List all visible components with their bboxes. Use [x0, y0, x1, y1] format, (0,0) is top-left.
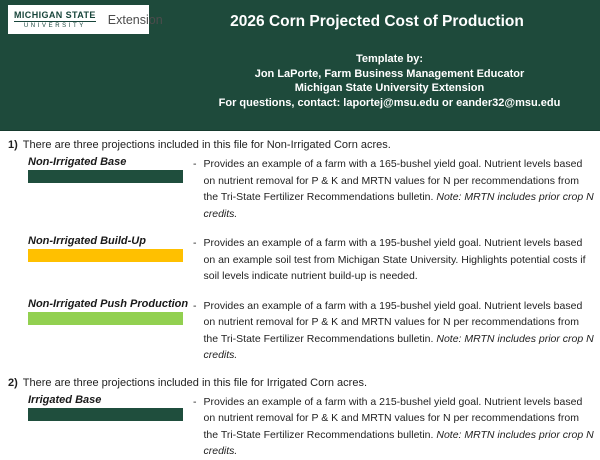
section-2-intro-text: There are three projections included in …	[22, 376, 368, 389]
credits-block: Template by: Jon LaPorte, Farm Business …	[185, 52, 594, 110]
projection-item-non-irrigated-push-production: Non-Irrigated Push Production - Provides…	[28, 298, 594, 364]
projection-item-non-irrigated-build-up: Non-Irrigated Build-Up - Provides an exa…	[28, 235, 594, 285]
item-description-row: - Provides an example of a farm with a 1…	[191, 235, 594, 285]
item-note: Note: MRTN includes prior crop N credits…	[203, 191, 594, 220]
legend-color-bar	[28, 407, 183, 421]
dash: -	[193, 237, 197, 249]
section-1-intro-text: There are three projections included in …	[22, 139, 391, 151]
item-legend: Non-Irrigated Base	[28, 156, 191, 222]
item-label: Non-Irrigated Build-Up	[28, 235, 146, 247]
item-description-text: Provides an example of a farm with a 165…	[203, 158, 583, 203]
item-label: Non-Irrigated Push Production	[28, 297, 189, 310]
msu-wordmark-line2: UNIVERSITY	[23, 23, 86, 29]
section-2-intro: 2) There are three projections included i…	[8, 377, 594, 389]
legend-color-bar	[28, 249, 183, 262]
msu-extension-logo: MICHIGAN STATE UNIVERSITY Extension	[8, 5, 163, 34]
msu-wordmark-line1: MICHIGAN STATE	[14, 10, 96, 22]
item-label: Non-Irrigated Base	[28, 156, 127, 168]
legend-color-bar	[28, 311, 183, 325]
item-description-row: - Provides an example of a farm with a 2…	[191, 394, 594, 460]
section-2-number: 2)	[8, 376, 18, 389]
projection-item-non-irrigated-base: Non-Irrigated Base - Provides an example…	[28, 156, 594, 222]
dash: -	[193, 158, 197, 170]
credits-org: Michigan State University Extension	[294, 82, 485, 94]
item-description: Provides an example of a farm with a 195…	[204, 298, 595, 364]
header-banner: MICHIGAN STATE UNIVERSITY Extension 2026…	[0, 0, 600, 131]
item-description: Provides an example of a farm with a 195…	[204, 235, 595, 285]
item-description: Provides an example of a farm with a 165…	[204, 156, 595, 222]
item-description-row: - Provides an example of a farm with a 1…	[191, 156, 594, 222]
item-description-row: - Provides an example of a farm with a 1…	[191, 298, 594, 364]
credits-author: Jon LaPorte, Farm Business Management Ed…	[254, 67, 525, 80]
dash: -	[193, 299, 197, 312]
dash: -	[193, 395, 197, 408]
item-legend: Irrigated Base	[28, 394, 191, 460]
projection-item-irrigated-base: Irrigated Base - Provides an example of …	[28, 394, 594, 460]
item-note: Note: MRTN includes prior crop N credits…	[203, 332, 594, 362]
section-1-number: 1)	[8, 139, 18, 151]
msu-wordmark: MICHIGAN STATE UNIVERSITY	[14, 10, 102, 29]
legend-color-bar	[28, 170, 183, 183]
page-title: 2026 Corn Projected Cost of Production	[230, 13, 524, 30]
item-legend: Non-Irrigated Push Production	[28, 298, 191, 364]
item-legend: Non-Irrigated Build-Up	[28, 235, 191, 285]
item-description-text: Provides an example of a farm with a 195…	[203, 237, 586, 282]
extension-wordmark: Extension	[107, 12, 163, 27]
item-description-text: Provides an example of a farm with a 195…	[203, 299, 583, 345]
section-1-intro: 1) There are three projections included i…	[8, 139, 594, 151]
credits-contact: For questions, contact: laportej@msu.edu…	[218, 96, 561, 109]
item-description: Provides an example of a farm with a 215…	[204, 394, 595, 460]
credits-template-by: Template by:	[355, 53, 424, 65]
